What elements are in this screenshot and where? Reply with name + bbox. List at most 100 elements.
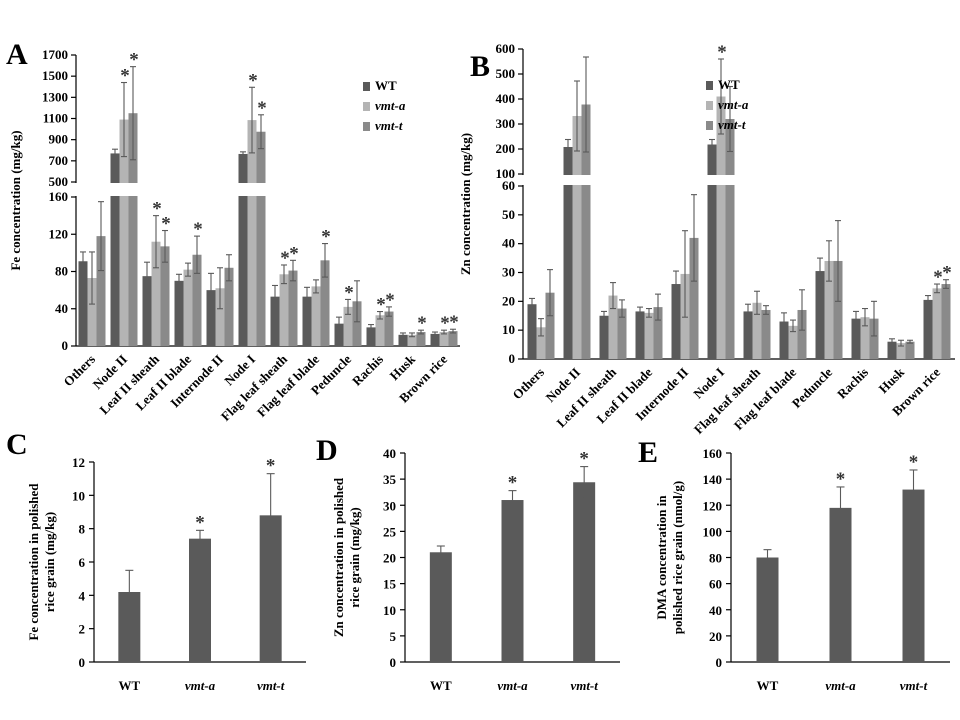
bar xyxy=(851,318,861,359)
bar xyxy=(527,304,537,359)
x-tick-label: vmt-t xyxy=(900,678,928,693)
y-tick-label: 500 xyxy=(496,66,516,81)
y-tick-label: 1100 xyxy=(43,111,68,126)
bar xyxy=(189,538,211,662)
y-tick-label: 400 xyxy=(496,91,516,106)
significance-star: * xyxy=(289,243,299,264)
y-tick-label: 60 xyxy=(709,577,722,592)
y-tick-label: 2 xyxy=(79,622,86,637)
bar xyxy=(247,120,257,347)
bar xyxy=(366,327,376,346)
bar xyxy=(78,261,88,346)
bar xyxy=(608,295,618,359)
x-tick-label: Rachis xyxy=(834,365,871,402)
bar xyxy=(869,318,879,359)
bar xyxy=(375,315,385,346)
panel-label: A xyxy=(6,38,28,71)
bar xyxy=(635,311,645,359)
bar xyxy=(320,260,330,346)
significance-star: * xyxy=(321,227,331,248)
y-tick-label: 0 xyxy=(716,655,723,670)
y-tick-label: 120 xyxy=(49,226,69,241)
bar xyxy=(87,278,97,346)
bar xyxy=(256,131,266,346)
y-tick-label: 140 xyxy=(703,472,723,487)
bar xyxy=(707,144,717,359)
bar xyxy=(761,309,771,359)
y-tick-label: 60 xyxy=(502,178,515,193)
y-axis-label: Fe concentration (mg/kg) xyxy=(8,130,23,270)
y-tick-label: 900 xyxy=(49,132,69,147)
significance-star: * xyxy=(417,313,427,334)
bar xyxy=(572,116,582,359)
y-tick-label: 25 xyxy=(383,524,397,539)
significance-star: * xyxy=(440,313,450,334)
bar xyxy=(923,299,933,359)
y-tick-label: 0 xyxy=(509,351,516,366)
y-tick-label: 20 xyxy=(502,293,515,308)
bar xyxy=(288,270,298,346)
bar xyxy=(829,507,852,662)
y-tick-label: 30 xyxy=(502,265,515,280)
bar xyxy=(160,246,170,346)
y-tick-label: 100 xyxy=(496,166,516,181)
legend-swatch xyxy=(363,82,370,91)
x-tick-label: Peduncle xyxy=(789,364,836,411)
y-tick-label: 120 xyxy=(703,498,723,513)
bar xyxy=(689,237,699,359)
y-tick-label: 700 xyxy=(49,153,69,168)
bar xyxy=(501,500,524,662)
bar xyxy=(311,286,321,346)
y-tick-label: 0 xyxy=(62,338,69,353)
x-tick-label: vmt-t xyxy=(570,678,598,693)
significance-star: * xyxy=(248,70,258,91)
y-tick-label: 4 xyxy=(79,588,86,603)
bar xyxy=(563,147,573,359)
bar xyxy=(407,334,417,346)
y-tick-label: 40 xyxy=(55,301,68,316)
bar xyxy=(448,331,458,346)
bar xyxy=(119,119,129,346)
x-tick-label: WT xyxy=(430,678,452,693)
y-tick-label: 1500 xyxy=(42,68,68,83)
y-tick-label: 160 xyxy=(703,446,723,461)
bar xyxy=(896,343,906,359)
significance-star: * xyxy=(579,449,589,470)
bar xyxy=(779,321,789,359)
x-tick-label: Others xyxy=(509,365,547,403)
y-tick-label: 1700 xyxy=(42,47,68,62)
bar xyxy=(902,489,925,662)
bar xyxy=(905,341,915,359)
bar xyxy=(644,312,654,359)
bar xyxy=(174,280,184,346)
x-tick-label: Rachis xyxy=(349,352,386,389)
legend-swatch xyxy=(706,121,713,130)
legend-swatch xyxy=(706,101,713,110)
y-tick-label: 40 xyxy=(709,603,722,618)
y-tick-label: 20 xyxy=(383,551,396,566)
bar xyxy=(716,96,726,359)
bar xyxy=(279,274,289,346)
bar xyxy=(398,334,408,346)
y-tick-label: 0 xyxy=(79,655,86,670)
significance-star: * xyxy=(193,219,203,240)
x-tick-label: Husk xyxy=(876,364,908,396)
significance-star: * xyxy=(508,473,518,494)
bar xyxy=(887,341,897,359)
legend-label: WT xyxy=(718,77,740,92)
bar xyxy=(183,269,193,346)
significance-star: * xyxy=(449,312,459,333)
y-tick-label: 20 xyxy=(709,629,722,644)
bar xyxy=(788,325,798,359)
bar xyxy=(932,288,942,359)
bar xyxy=(128,113,138,346)
bar xyxy=(941,284,951,359)
y-tick-label: 5 xyxy=(390,629,397,644)
y-tick-label: 40 xyxy=(383,446,396,461)
panel-label: C xyxy=(6,428,28,461)
x-tick-label: WT xyxy=(118,678,140,693)
y-axis-label: Fe concentration in polished xyxy=(26,483,41,641)
bar xyxy=(824,260,834,359)
bar xyxy=(429,552,452,662)
bar xyxy=(192,254,202,346)
